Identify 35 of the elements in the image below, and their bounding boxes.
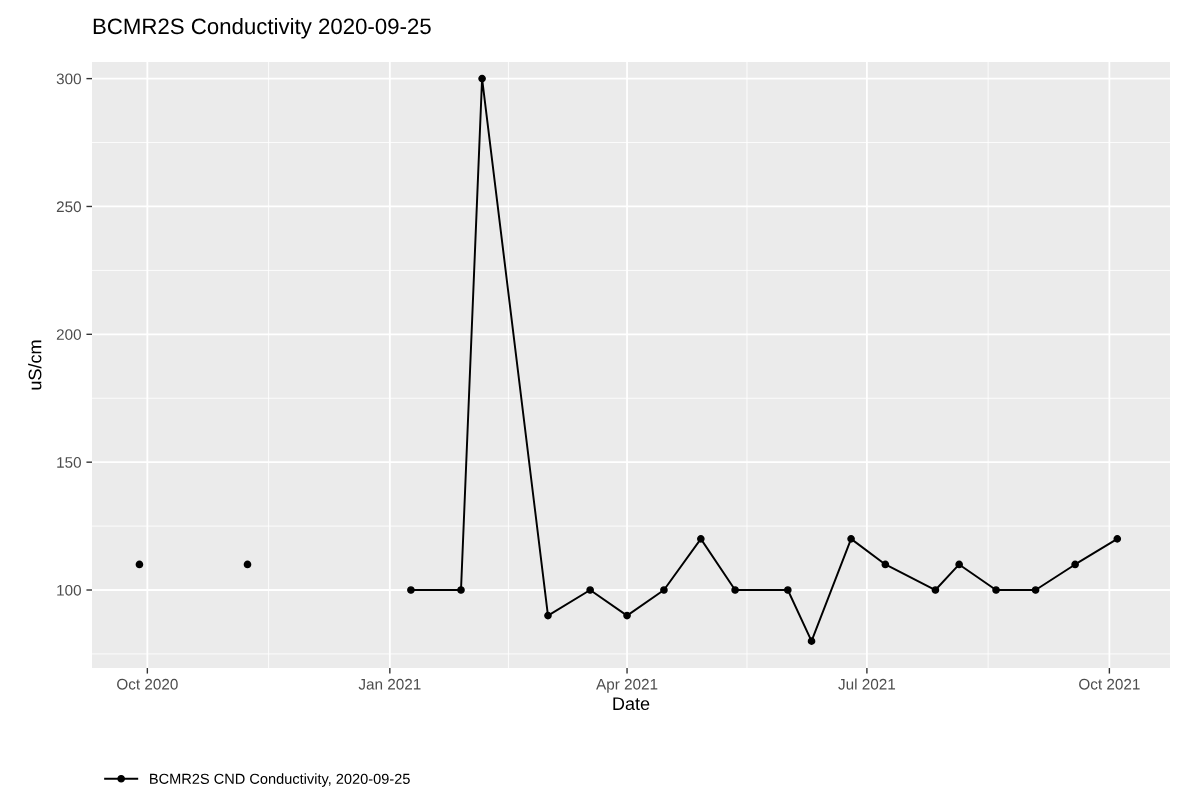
point [1031, 586, 1040, 594]
y-tick-label: 250 [56, 201, 81, 213]
y-tick-label: 150 [57, 457, 81, 468]
point [478, 74, 486, 83]
x-tick-label: Oct 2021 [1079, 678, 1140, 690]
point [586, 586, 594, 594]
y-axis-title: uS/cm [28, 340, 42, 390]
x-tick-label: Oct 2020 [117, 678, 178, 690]
chart-title: BCMR2S Conductivity 2020-09-25 [93, 17, 431, 39]
x-tick-label: Apr 2021 [596, 678, 658, 693]
y-tick-label: 100 [57, 584, 81, 596]
x-axis-title: Date [613, 697, 650, 711]
point [731, 586, 739, 594]
y-tick-label: 300 [56, 73, 81, 85]
point [660, 586, 668, 594]
point [807, 637, 816, 645]
point [544, 611, 552, 620]
point [243, 560, 252, 569]
x-tick-label: Jul 2021 [838, 678, 896, 690]
point [407, 586, 415, 594]
point [457, 586, 465, 594]
point [1113, 535, 1122, 543]
point [881, 560, 890, 569]
point [784, 586, 792, 594]
point [135, 560, 144, 569]
x-tick-label: Jan 2021 [358, 678, 421, 690]
point [931, 586, 940, 594]
point [1071, 560, 1079, 569]
point [992, 586, 1000, 594]
legend-label: BCMR2S CND Conductivity, 2020-09-25 [150, 773, 410, 787]
point [623, 611, 631, 620]
point [955, 560, 963, 569]
point [697, 535, 705, 543]
point [847, 535, 855, 543]
y-tick-label: 200 [56, 329, 81, 340]
